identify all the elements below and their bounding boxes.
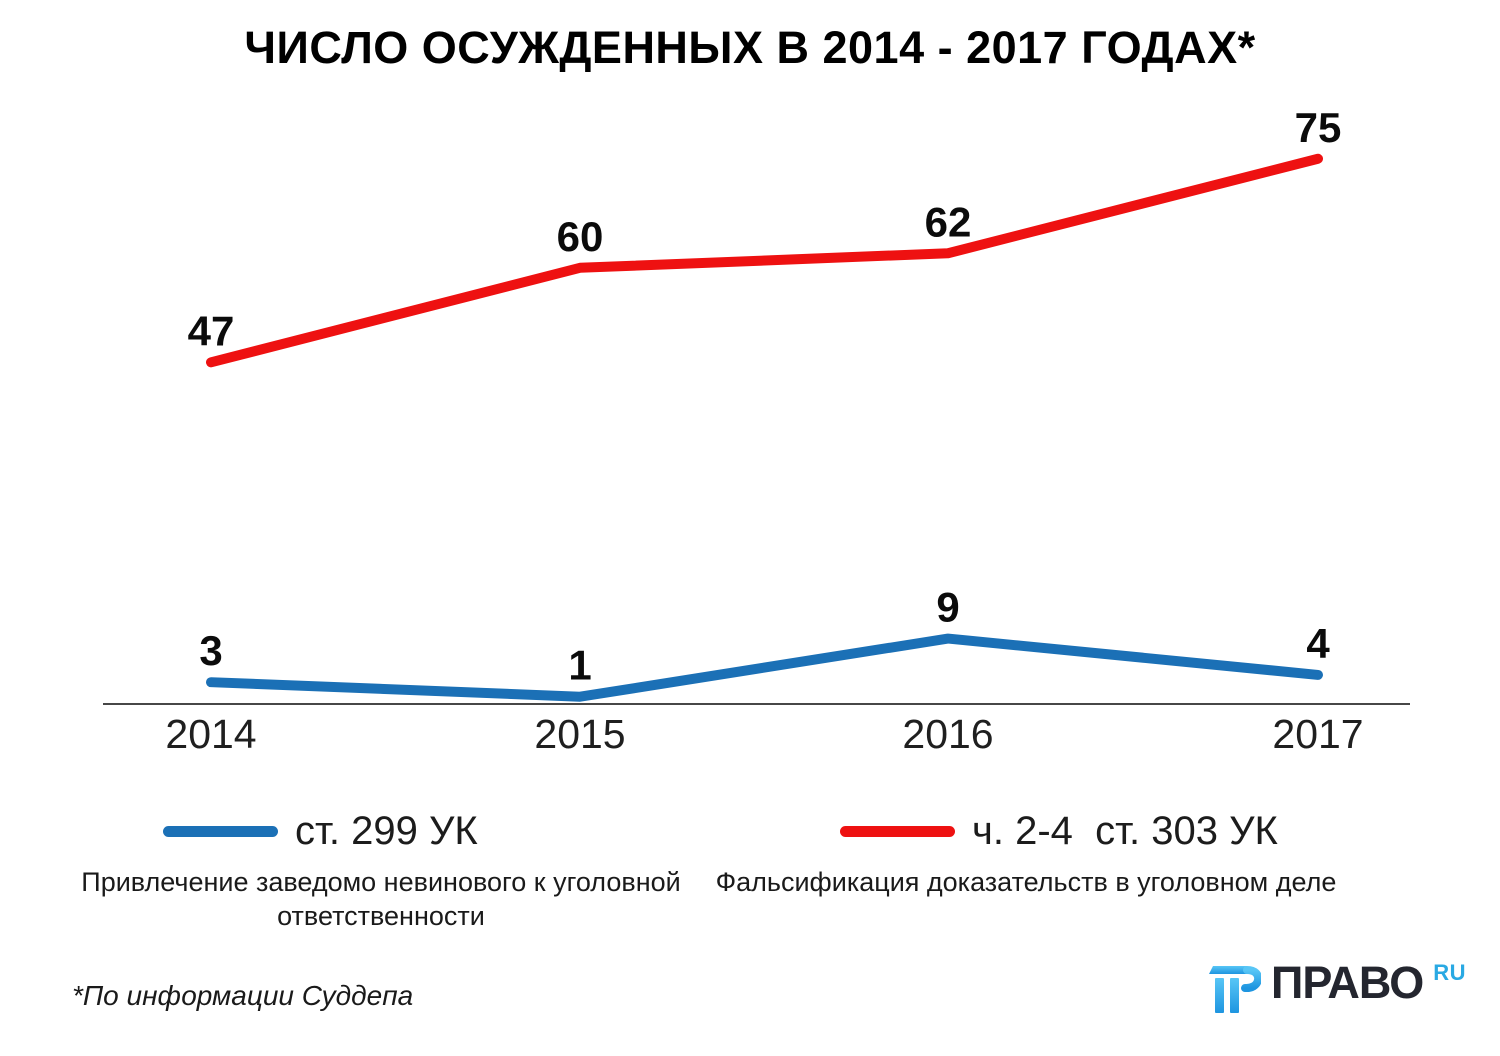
value-label: 4: [1306, 620, 1330, 667]
legend-item-st299: ст. 299 УК: [163, 810, 478, 852]
value-label: 9: [936, 584, 959, 631]
value-label: 1: [568, 642, 591, 689]
value-label: 3: [199, 627, 222, 674]
value-label: 62: [925, 198, 972, 245]
value-label: 60: [557, 213, 604, 260]
x-tick-label: 2014: [165, 711, 256, 757]
x-tick-label: 2015: [534, 711, 625, 757]
page-title: ЧИСЛО ОСУЖДЕННЫХ В 2014 - 2017 ГОДАХ*: [244, 22, 1256, 73]
legend-label-st303: ч. 2-4 ст. 303 УК: [972, 809, 1278, 853]
legend-caption-st303: Фальсификация доказательств в уголовном …: [715, 867, 1337, 897]
value-label: 75: [1295, 104, 1342, 151]
series-line-1: [206, 153, 1323, 368]
pravo-logo-icon: [1209, 966, 1261, 1013]
legend-caption-st299: Привлечение заведомо невинового к уголов…: [81, 867, 681, 931]
legend-swatch-blue: [163, 825, 278, 837]
pravo-ru-logo: ПРАВО RU: [1203, 960, 1466, 1015]
legend-label-st299: ст. 299 УК: [295, 809, 478, 853]
legend-item-st303: ч. 2-4 ст. 303 УК: [840, 810, 1278, 852]
value-label: 47: [188, 307, 235, 354]
series-line-0: [206, 633, 1323, 702]
x-tick-label: 2016: [902, 711, 993, 757]
legend-swatch-red: [840, 825, 955, 837]
source-footnote: *По информации Суддепа: [72, 980, 414, 1011]
pravo-wordmark: ПРАВО: [1271, 957, 1424, 1008]
pravo-tld: RU: [1433, 960, 1467, 985]
x-tick-label: 2017: [1272, 711, 1363, 757]
